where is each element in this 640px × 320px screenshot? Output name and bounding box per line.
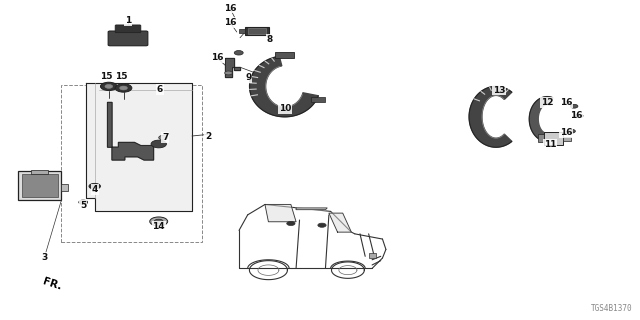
Polygon shape — [329, 213, 351, 232]
Text: 15: 15 — [115, 72, 128, 81]
Text: 4: 4 — [92, 185, 98, 194]
Text: 16: 16 — [560, 98, 573, 107]
Text: 16: 16 — [211, 53, 224, 62]
Circle shape — [150, 217, 168, 226]
Circle shape — [159, 135, 168, 140]
Bar — [61, 85, 202, 242]
Circle shape — [89, 183, 100, 189]
Circle shape — [234, 51, 243, 55]
Bar — [544, 132, 563, 145]
Circle shape — [318, 223, 326, 227]
Text: 16: 16 — [224, 18, 237, 27]
Bar — [275, 52, 294, 58]
Circle shape — [105, 84, 113, 88]
Text: 1: 1 — [125, 16, 131, 25]
Polygon shape — [108, 102, 154, 160]
Polygon shape — [469, 86, 512, 147]
Bar — [239, 29, 245, 33]
Text: 16: 16 — [224, 4, 237, 12]
Bar — [22, 174, 58, 197]
Text: FR.: FR. — [41, 276, 63, 292]
Text: 5: 5 — [80, 201, 86, 210]
Text: 8: 8 — [267, 35, 273, 44]
Bar — [18, 171, 61, 200]
Text: 13: 13 — [493, 86, 506, 95]
Polygon shape — [296, 208, 327, 210]
Circle shape — [151, 140, 166, 148]
Text: 7: 7 — [162, 133, 168, 142]
Polygon shape — [225, 58, 240, 77]
Circle shape — [115, 84, 132, 92]
Circle shape — [575, 114, 583, 118]
Text: 14: 14 — [152, 222, 165, 231]
Polygon shape — [265, 204, 296, 222]
Text: 12: 12 — [541, 98, 554, 107]
Bar — [311, 97, 325, 102]
Circle shape — [79, 200, 88, 204]
Circle shape — [120, 86, 127, 90]
FancyBboxPatch shape — [108, 31, 148, 46]
FancyBboxPatch shape — [115, 25, 141, 33]
Text: 11: 11 — [544, 140, 557, 149]
Bar — [369, 253, 376, 258]
Bar — [538, 134, 544, 142]
Text: TGS4B1370: TGS4B1370 — [591, 304, 632, 313]
Text: 16: 16 — [560, 128, 573, 137]
Circle shape — [568, 129, 575, 133]
Text: 16: 16 — [570, 111, 582, 120]
Polygon shape — [86, 83, 192, 211]
Bar — [245, 27, 269, 35]
Bar — [61, 184, 68, 191]
Circle shape — [287, 221, 295, 226]
Circle shape — [100, 82, 117, 91]
Text: 6: 6 — [157, 85, 163, 94]
Polygon shape — [529, 97, 553, 141]
Text: 3: 3 — [42, 253, 48, 262]
Bar — [248, 28, 266, 34]
Circle shape — [570, 104, 578, 108]
Text: 15: 15 — [100, 72, 113, 81]
Bar — [31, 170, 49, 174]
Circle shape — [225, 71, 232, 75]
Text: 9: 9 — [245, 73, 252, 82]
Circle shape — [154, 219, 163, 224]
Text: 10: 10 — [278, 104, 291, 113]
Bar — [563, 137, 571, 141]
Text: 2: 2 — [205, 132, 211, 140]
Polygon shape — [250, 56, 318, 117]
